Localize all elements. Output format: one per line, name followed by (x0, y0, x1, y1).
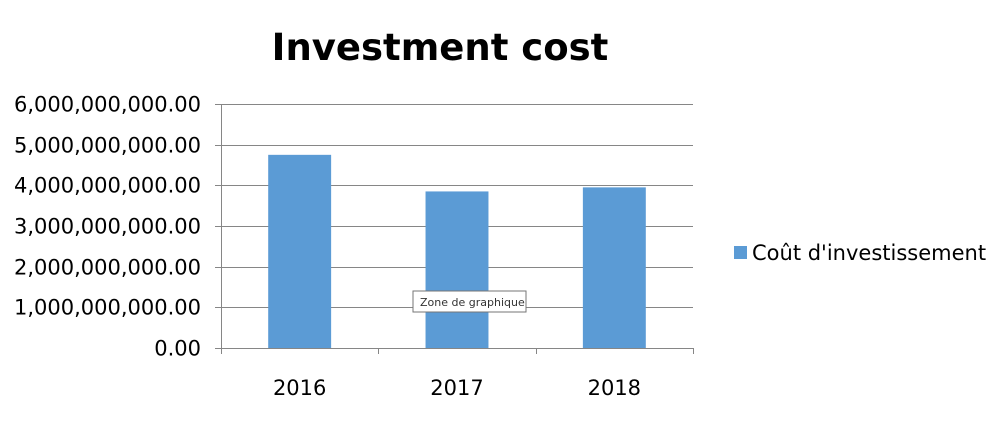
y-tick-label: 0.00 (154, 337, 201, 361)
tooltip-box (412, 290, 527, 313)
y-tick-label: 3,000,000,000.00 (14, 215, 201, 239)
legend: Coût d'investissement (734, 241, 986, 265)
chart-title: Investment cost (272, 26, 609, 69)
y-tick-label: 4,000,000,000.00 (14, 174, 201, 198)
y-tick-label: 1,000,000,000.00 (14, 296, 201, 320)
x-tick-label: 2018 (588, 376, 641, 400)
x-tick-label: 2017 (430, 376, 483, 400)
chart-area-tooltip: Zone de graphique (412, 290, 527, 313)
bar-2017[interactable] (425, 191, 489, 348)
bar-2016[interactable] (268, 154, 332, 348)
y-axis-tick-labels: 0.00 1,000,000,000.00 2,000,000,000.00 3,00… (14, 93, 201, 361)
y-tick-label: 2,000,000,000.00 (14, 256, 201, 280)
legend-swatch (734, 246, 747, 259)
y-tick-label: 6,000,000,000.00 (14, 93, 201, 117)
legend-label: Coût d'investissement (752, 241, 986, 265)
bar-2018[interactable] (582, 187, 646, 348)
axes (215, 104, 694, 354)
x-axis-tick-labels: 2016 2017 2018 (273, 376, 641, 400)
x-tick-label: 2016 (273, 376, 326, 400)
y-tick-label: 5,000,000,000.00 (14, 134, 201, 158)
bars (268, 154, 646, 348)
tooltip-label: Zone de graphique (420, 296, 525, 309)
